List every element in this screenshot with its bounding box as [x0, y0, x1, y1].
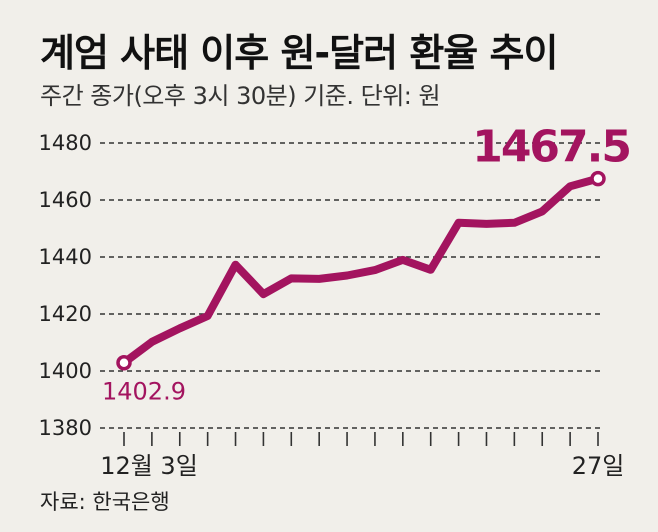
end-value-label: 1467.5: [472, 122, 630, 173]
source-note: 자료: 한국은행: [40, 490, 170, 514]
data-point-0: [116, 354, 132, 371]
chart-subtitle: 주간 종가(오후 3시 30분) 기준. 단위: 원: [40, 82, 441, 110]
chart-title: 계엄 사태 이후 원-달러 환율 추이: [40, 31, 558, 75]
y-tick-label-1400: 1400: [39, 359, 92, 383]
series-line: [120, 174, 602, 367]
y-tick-label-1440: 1440: [39, 245, 92, 269]
y-tick-label-1480: 1480: [39, 131, 92, 155]
start-value-label: 1402.9: [102, 378, 186, 406]
y-tick-label-1380: 1380: [39, 416, 92, 440]
x-tick-label-start: 12월 3일: [100, 452, 198, 480]
x-tick-label-end: 27일: [572, 452, 625, 480]
data-point-17: [590, 170, 606, 187]
y-tick-label-1420: 1420: [39, 302, 92, 326]
y-tick-label-1460: 1460: [39, 188, 92, 212]
